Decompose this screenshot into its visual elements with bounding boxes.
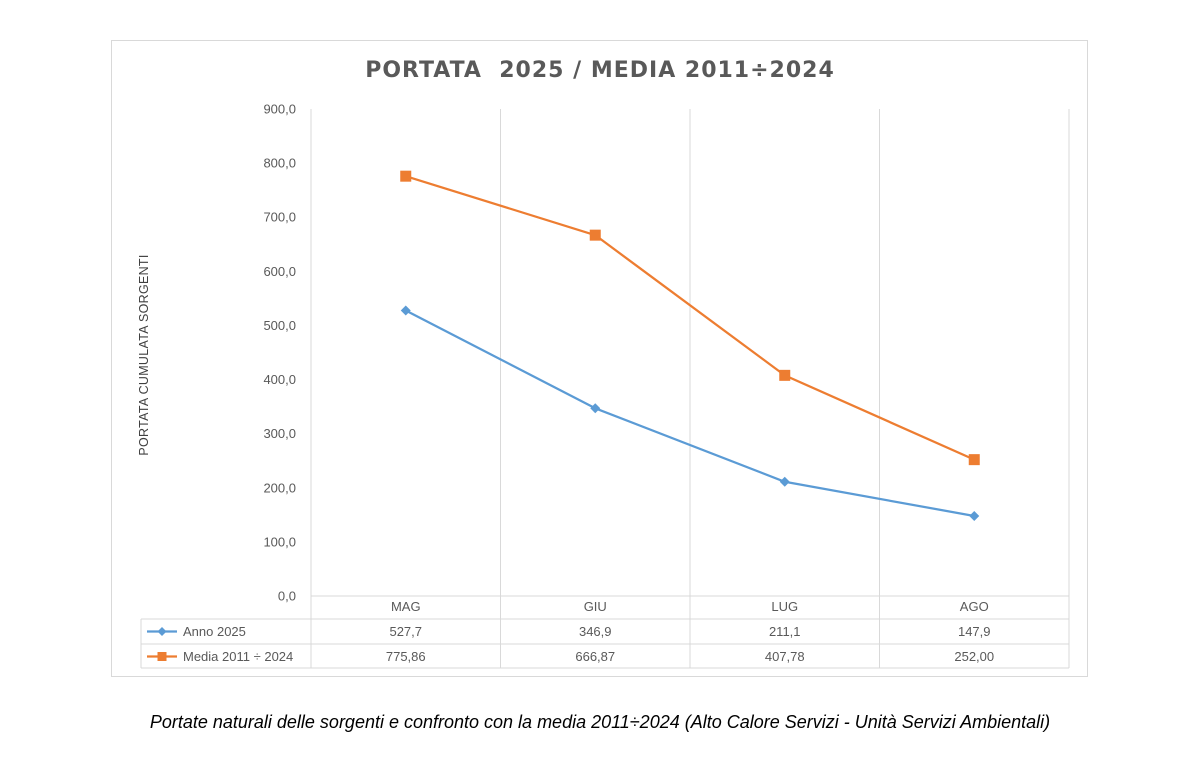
y-tick-label: 700,0	[263, 210, 296, 225]
y-tick-label: 400,0	[263, 372, 296, 387]
data-point	[590, 403, 601, 414]
x-tick-label: GIU	[584, 599, 607, 614]
figure-caption: Portate naturali delle sorgenti e confro…	[149, 712, 1051, 732]
y-tick-label: 600,0	[263, 264, 296, 279]
x-tick-label: MAG	[391, 599, 421, 614]
data-point	[589, 229, 601, 241]
table-cell-value: 666,87	[575, 649, 615, 664]
table-cell-value: 775,86	[386, 649, 426, 664]
y-tick-label: 100,0	[263, 534, 296, 549]
data-point	[400, 305, 411, 316]
data-point	[968, 454, 980, 466]
series-line	[405, 309, 975, 518]
legend-marker	[157, 627, 167, 636]
data-point	[969, 510, 980, 521]
table-cell-value: 527,7	[389, 624, 422, 639]
series-line	[405, 175, 975, 461]
x-tick-label: AGO	[960, 599, 989, 614]
y-tick-label: 300,0	[263, 426, 296, 441]
y-tick-label: 0,0	[278, 589, 296, 604]
data-point	[779, 369, 791, 381]
data-point	[779, 476, 790, 487]
table-cell-value: 407,78	[765, 649, 805, 664]
x-tick-label: LUG	[771, 599, 798, 614]
legend-entry: Anno 2025	[183, 624, 246, 639]
y-tick-label: 200,0	[263, 480, 296, 495]
chart-frame	[111, 40, 1088, 677]
chart-title: PORTATA 2025 / MEDIA 2011÷2024	[365, 58, 835, 83]
table-cell-value: 346,9	[579, 624, 612, 639]
table-cell-value: 147,9	[958, 624, 991, 639]
legend-marker	[157, 652, 167, 661]
legend-entry: Media 2011 ÷ 2024	[183, 649, 293, 664]
table-cell-value: 252,00	[954, 649, 994, 664]
y-tick-label: 900,0	[263, 102, 296, 117]
data-point	[400, 170, 412, 182]
y-tick-label: 800,0	[263, 156, 296, 171]
table-cell-value: 211,1	[769, 624, 801, 639]
y-tick-label: 500,0	[263, 318, 296, 333]
